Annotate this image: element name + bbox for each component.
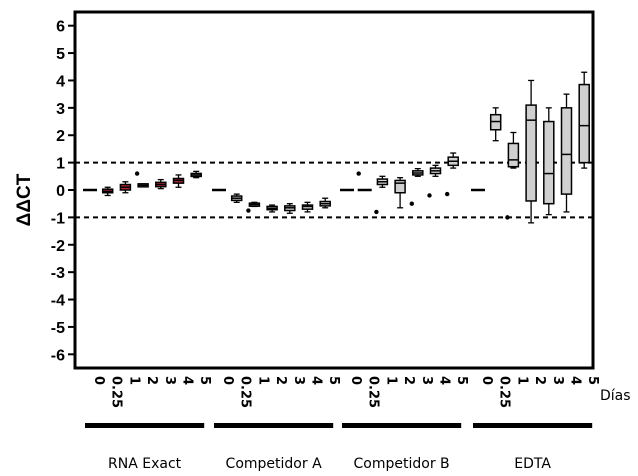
box-rna-exact-day-0.25 bbox=[101, 186, 114, 197]
box-edta-day-1 bbox=[505, 131, 520, 220]
y-tick-label: 2 bbox=[56, 128, 65, 145]
outlier-point bbox=[134, 171, 140, 176]
y-axis: -6 -5 -4 -3 -2 -1 0 1 2 3 4 5 6 bbox=[51, 19, 75, 364]
x-tick-label: 5 bbox=[585, 376, 600, 385]
box-competidor-b-day-0.25 bbox=[356, 171, 372, 192]
x-tick-label: 0 bbox=[479, 376, 494, 385]
box bbox=[560, 107, 573, 195]
group-bar bbox=[214, 423, 334, 428]
y-tick-label: 5 bbox=[56, 46, 65, 63]
reference-lines bbox=[75, 161, 593, 219]
x-tick-label: 1 bbox=[255, 376, 270, 385]
box-competidor-a-day-1 bbox=[246, 201, 261, 213]
group-bar bbox=[342, 423, 462, 428]
x-tick-label: 2 bbox=[401, 376, 416, 385]
group-label: Competidor A bbox=[226, 456, 323, 472]
outlier-point bbox=[356, 171, 361, 176]
outlier-point bbox=[409, 201, 414, 206]
group-label: EDTA bbox=[514, 456, 551, 472]
box-competidor-a-day-5 bbox=[319, 197, 331, 209]
box bbox=[525, 104, 537, 202]
group-label: Competidor B bbox=[354, 456, 450, 472]
x-unit-label: Días bbox=[600, 388, 631, 404]
box-edta-day-2 bbox=[525, 79, 537, 224]
group-bar bbox=[473, 423, 593, 428]
outlier-point bbox=[374, 209, 379, 215]
box-rna-exact-day-4 bbox=[172, 174, 185, 188]
x-tick-label: 3 bbox=[162, 376, 177, 385]
group-bar bbox=[85, 423, 205, 428]
x-tick-label: 0 bbox=[220, 376, 235, 385]
x-tick-label: 2 bbox=[144, 376, 159, 385]
outlier-point bbox=[445, 191, 450, 197]
x-tick-label: 0.25 bbox=[366, 376, 381, 408]
box-edta-day-3 bbox=[543, 107, 555, 216]
y-tick-label: -1 bbox=[51, 210, 65, 227]
box-rna-exact-day-5 bbox=[190, 170, 202, 179]
box-edta-day-5 bbox=[578, 71, 590, 169]
box bbox=[394, 179, 406, 194]
box-rna-exact-day-1 bbox=[119, 181, 132, 194]
y-tick-label: 1 bbox=[56, 156, 65, 173]
y-tick-label: -2 bbox=[51, 238, 65, 255]
x-tick-label: 3 bbox=[419, 376, 434, 385]
box-competidor-b-day-3 bbox=[409, 167, 424, 206]
x-tick-label: 5 bbox=[454, 376, 469, 385]
group-label: RNA Exact bbox=[108, 456, 182, 472]
y-tick-label: 0 bbox=[56, 183, 65, 200]
y-tick-label: -6 bbox=[51, 347, 65, 364]
y-tick-label: 6 bbox=[56, 19, 65, 36]
x-tick-label: 0 bbox=[91, 376, 106, 385]
outlier-point bbox=[505, 215, 510, 220]
box bbox=[507, 142, 520, 168]
box-competidor-a-day-0.25 bbox=[230, 193, 243, 203]
x-tick-label: 0.25 bbox=[497, 376, 512, 408]
box-competidor-b-day-2 bbox=[394, 177, 406, 209]
x-tick-label: 4 bbox=[568, 376, 583, 385]
box-competidor-b-day-5 bbox=[445, 152, 459, 197]
x-tick-label: 2 bbox=[273, 376, 288, 385]
box bbox=[578, 83, 590, 164]
y-tick-label: -5 bbox=[51, 320, 65, 337]
x-tick-label: 1 bbox=[383, 376, 398, 385]
x-tick-label: 3 bbox=[291, 376, 306, 385]
box-competidor-a-day-3 bbox=[284, 203, 296, 214]
x-tick-label: 4 bbox=[180, 376, 195, 385]
box-competidor-a-day-4 bbox=[301, 201, 314, 213]
box-rna-exact-day-3 bbox=[155, 178, 167, 190]
x-tick-label: 0.25 bbox=[238, 376, 253, 408]
x-tick-label: 5 bbox=[197, 376, 212, 385]
box-edta-day-4 bbox=[560, 93, 573, 213]
x-tick-label: 5 bbox=[326, 376, 341, 385]
box-rna-exact-day-2 bbox=[134, 171, 149, 188]
plot-frame bbox=[73, 10, 595, 370]
box-competidor-a-day-2 bbox=[266, 204, 278, 213]
x-tick-label: 0.25 bbox=[109, 376, 124, 408]
y-tick-label: 3 bbox=[56, 101, 65, 118]
box-competidor-b-day-1 bbox=[374, 175, 389, 215]
box-competidor-b-day-4 bbox=[427, 164, 442, 198]
x-tick-label: 1 bbox=[514, 376, 529, 385]
x-tick-label: 2 bbox=[532, 376, 547, 385]
x-tick-label: 4 bbox=[437, 376, 452, 385]
y-tick-label: -4 bbox=[51, 293, 65, 310]
x-tick-label: 0 bbox=[348, 376, 363, 385]
y-tick-label: 4 bbox=[56, 73, 65, 90]
box-plot-series bbox=[83, 71, 590, 224]
outlier-point bbox=[427, 193, 432, 198]
y-axis-label: ΔΔCT bbox=[14, 173, 35, 226]
x-tick-label: 1 bbox=[126, 376, 141, 385]
y-tick-label: -3 bbox=[51, 265, 65, 282]
box bbox=[543, 120, 555, 205]
x-tick-label: 3 bbox=[550, 376, 565, 385]
box-edta-day-0.25 bbox=[489, 107, 502, 142]
outlier-point bbox=[246, 208, 251, 213]
x-tick-label: 4 bbox=[309, 376, 324, 385]
